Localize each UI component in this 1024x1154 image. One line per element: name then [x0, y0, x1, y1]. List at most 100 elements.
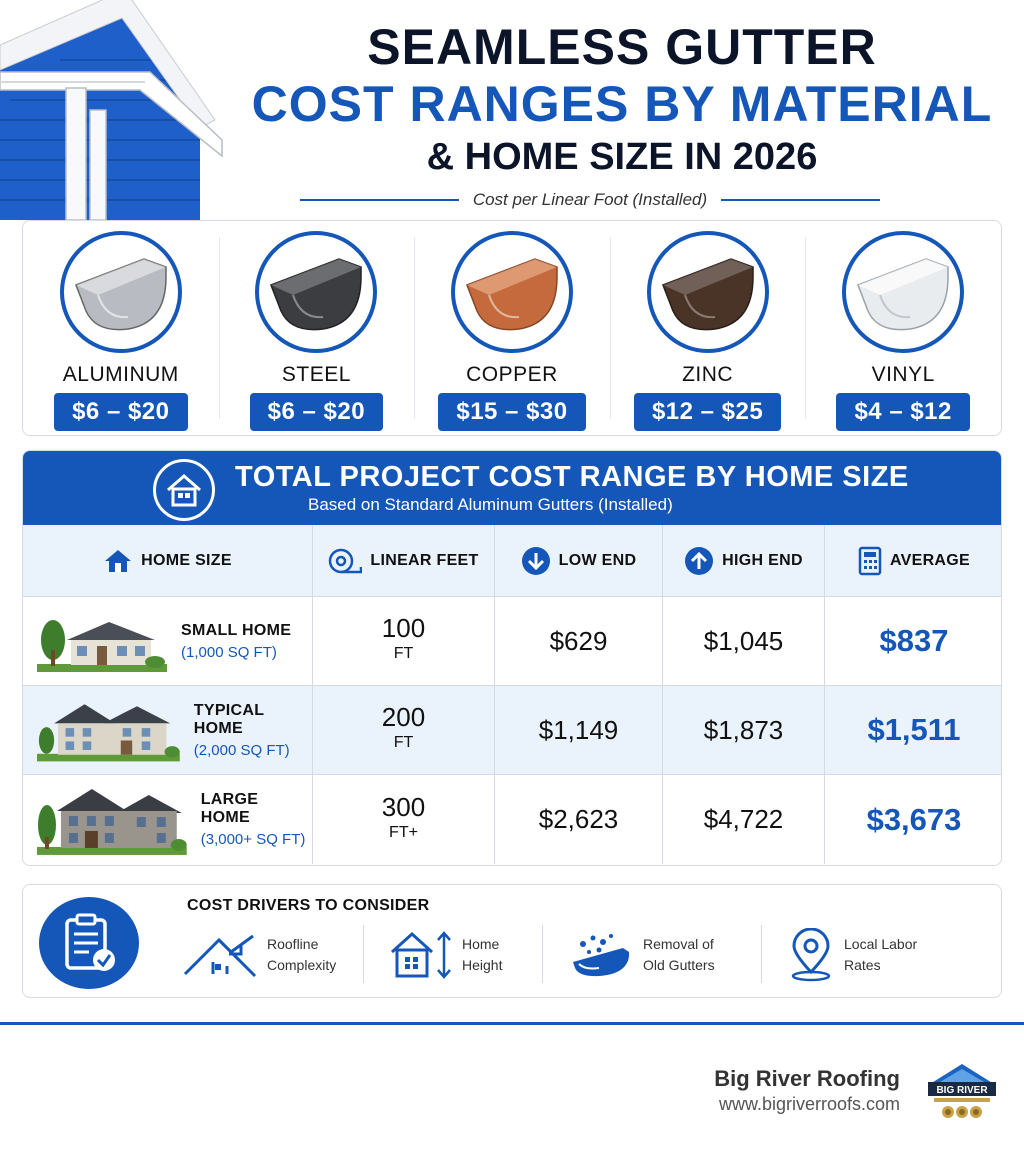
material-image: [646, 231, 769, 353]
driver-item: Roofline Complexity: [173, 921, 363, 989]
driver-label-line: Rates: [844, 957, 881, 973]
table-header-banner: TOTAL PROJECT COST RANGE BY HOME SIZE Ba…: [23, 451, 1001, 525]
home-size-cell: SMALL HOME (1,000 SQ FT): [23, 597, 313, 685]
divider: [761, 925, 762, 983]
table-row: TYPICAL HOME (2,000 SQ FT) 200 FT $1,149…: [23, 686, 1001, 775]
driver-label-line: Local Labor: [844, 936, 918, 952]
column-home-size: HOME SIZE: [23, 525, 313, 596]
material-image: [255, 231, 378, 353]
subtitle-divider-left: [300, 199, 459, 201]
high-end-cell: $1,873: [663, 686, 825, 774]
home-text: LARGE HOME (3,000+ SQ FT): [201, 791, 312, 848]
calculator-icon: [858, 546, 882, 575]
company-logo: BIG RIVER: [928, 1064, 996, 1118]
home-name: TYPICAL HOME: [193, 701, 265, 737]
home-height-icon: [390, 931, 451, 979]
average-cell: $837: [879, 623, 949, 658]
home-sqft: (1,000 SQ FT): [181, 643, 277, 661]
location-pin-icon: [791, 928, 831, 982]
linear-feet-cell: 200 FT: [313, 686, 495, 774]
arrow-down-icon: [521, 546, 550, 575]
cost-table: TOTAL PROJECT COST RANGE BY HOME SIZE Ba…: [22, 450, 1002, 866]
footer-divider: [0, 1022, 1024, 1025]
driver-label: Removal of Old Gutters: [643, 934, 715, 976]
linear-feet-cell: 300 FT+: [313, 775, 495, 864]
materials-panel: ALUMINUM $6 – $20 STEEL $6 – $20 COPPER …: [22, 220, 1002, 436]
gutter-icon: [74, 258, 167, 331]
gutter-removal-icon: [573, 934, 629, 977]
low-end-cell: $2,623: [495, 775, 663, 864]
low-end-cell: $629: [495, 597, 663, 685]
driver-label: Home Height: [462, 934, 502, 976]
title-block: SEAMLESS GUTTER COST RANGES BY MATERIAL …: [240, 18, 1004, 182]
table-row: SMALL HOME (1,000 SQ FT) 100 FT $629 $1,…: [23, 597, 1001, 686]
home-name: LARGE HOME: [200, 791, 259, 826]
column-label: HIGH END: [722, 551, 803, 569]
subtitle-divider-right: [721, 199, 880, 201]
material-image: [842, 231, 965, 353]
home-sqft: (3,000+ SQ FT): [200, 831, 306, 848]
driver-label: Local Labor Rates: [844, 934, 917, 976]
driver-item: Home Height: [364, 921, 542, 989]
column-label: LINEAR FEET: [370, 551, 479, 569]
material-card-zinc: ZINC $12 – $25: [609, 221, 806, 435]
material-name: ALUMINUM: [62, 363, 179, 386]
low-end-cell: $1,149: [495, 686, 663, 774]
roofline-icon: [183, 934, 257, 978]
brand-url[interactable]: www.bigriverroofs.com: [718, 1094, 900, 1114]
material-price: $6 – $20: [54, 393, 188, 431]
driver-label-line: Removal of: [643, 936, 714, 952]
home-size-cell: LARGE HOME (3,000+ SQ FT): [23, 775, 313, 864]
gutter-icon: [466, 258, 558, 331]
table-row: LARGE HOME (3,000+ SQ FT) 300 FT+ $2,623…: [23, 775, 1001, 864]
driver-label-line: Old Gutters: [643, 957, 715, 973]
home-size-cell: TYPICAL HOME (2,000 SQ FT): [23, 686, 313, 774]
gutter-icon: [661, 258, 754, 331]
table-title: TOTAL PROJECT COST RANGE BY HOME SIZE: [235, 461, 909, 493]
home-text: SMALL HOME (1,000 SQ FT): [181, 622, 291, 661]
cost-drivers-list: Roofline Complexity Home Height: [173, 921, 991, 989]
material-name: STEEL: [281, 363, 351, 386]
material-name: VINYL: [871, 363, 935, 386]
linear-feet-value: 200: [381, 702, 426, 732]
material-name: COPPER: [466, 363, 558, 386]
subtitle: Cost per Linear Foot (Installed): [472, 190, 708, 209]
material-price: $4 – $12: [836, 393, 970, 431]
gutter-icon: [857, 258, 949, 331]
average-cell: $3,673: [866, 801, 962, 837]
high-end-cell: $1,045: [663, 597, 825, 685]
column-label: HOME SIZE: [141, 551, 232, 569]
subtitle-row: Cost per Linear Foot (Installed): [300, 190, 880, 210]
brand-block: Big River Roofing www.bigriverroofs.com: [714, 1066, 900, 1115]
linear-feet-value: 100: [381, 613, 426, 643]
driver-item: Local Labor Rates: [762, 921, 952, 989]
house-icon: [153, 459, 215, 521]
column-label: LOW END: [558, 551, 637, 569]
table-subtitle: Based on Standard Aluminum Gutters (Inst…: [308, 495, 673, 514]
material-card-steel: STEEL $6 – $20: [218, 221, 415, 435]
arrow-up-icon: [685, 546, 714, 575]
driver-label-line: Complexity: [267, 957, 337, 973]
home-name: SMALL HOME: [181, 621, 292, 639]
tape-measure-icon: [329, 548, 363, 573]
cost-drivers-title: COST DRIVERS TO CONSIDER: [187, 897, 430, 914]
driver-label-line: Roofline: [267, 936, 319, 952]
linear-feet-value: 300: [381, 791, 426, 822]
typical-home-illustration: [37, 704, 180, 762]
small-home-illustration: [37, 620, 167, 672]
material-price: $6 – $20: [249, 393, 384, 431]
title-line-2: COST RANGES BY MATERIAL: [251, 76, 993, 132]
title-line-3: & HOME SIZE IN 2026: [426, 136, 818, 178]
logo-text: BIG RIVER: [936, 1085, 988, 1096]
column-average: AVERAGE: [825, 525, 1001, 596]
column-low-end: LOW END: [495, 525, 663, 596]
title-line-1: SEAMLESS GUTTER: [367, 19, 877, 75]
clipboard-icon: [39, 897, 139, 989]
gutter-icon: [270, 258, 363, 331]
linear-feet-unit: FT+: [389, 823, 418, 841]
material-price: $15 – $30: [438, 393, 586, 431]
driver-label-line: Height: [462, 957, 503, 973]
driver-label: Roofline Complexity: [267, 934, 336, 976]
home-text: TYPICAL HOME (2,000 SQ FT): [194, 702, 312, 759]
material-image: [450, 231, 573, 353]
